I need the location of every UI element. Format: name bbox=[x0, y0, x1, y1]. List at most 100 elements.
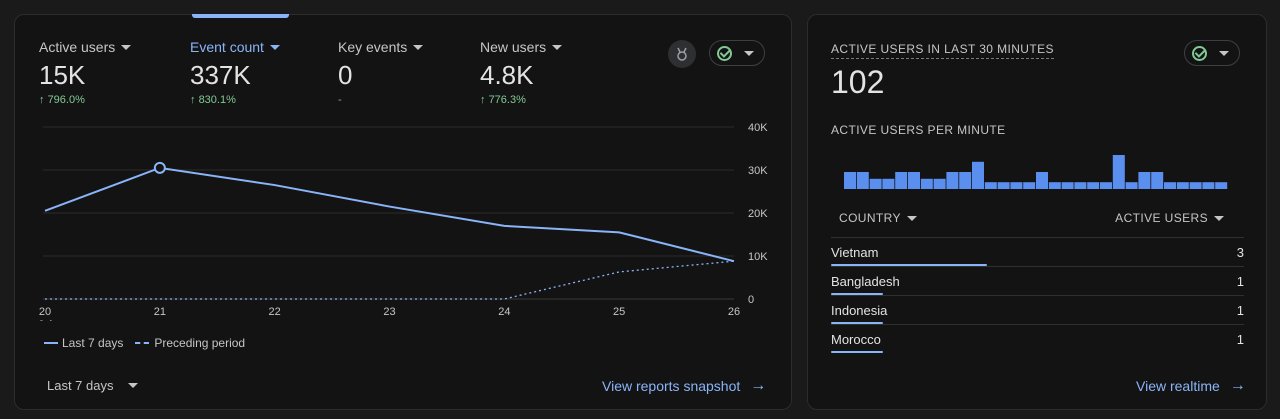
minute-bar bbox=[933, 178, 946, 189]
minute-bar bbox=[869, 178, 882, 189]
data-quality-dropdown[interactable] bbox=[709, 40, 765, 66]
share-bar bbox=[831, 293, 883, 295]
link-label: View reports snapshot bbox=[602, 378, 741, 394]
minute-bar bbox=[1176, 182, 1189, 189]
date-range-dropdown[interactable]: Last 7 days bbox=[47, 378, 138, 393]
x-tick-label: 24 bbox=[498, 306, 510, 318]
per-minute-bar-chart bbox=[844, 155, 1228, 189]
series-last-7-days bbox=[44, 166, 735, 263]
minute-bar bbox=[997, 182, 1010, 189]
x-tick-label: 22 bbox=[269, 306, 281, 318]
metric-delta: - bbox=[338, 94, 342, 106]
x-tick-label: 20 bbox=[39, 306, 51, 318]
per-minute-title: ACTIVE USERS PER MINUTE bbox=[831, 123, 1006, 137]
metric-delta: ↑ 796.0% bbox=[39, 94, 85, 106]
minute-bar bbox=[844, 172, 856, 189]
minute-bar bbox=[908, 172, 920, 189]
check-circle-icon bbox=[717, 45, 732, 61]
minute-bar bbox=[1010, 182, 1023, 189]
y-tick-label: 0 bbox=[748, 294, 754, 306]
metric-label: Event count bbox=[190, 39, 280, 55]
realtime-value: 102 bbox=[831, 64, 885, 100]
caret-down-icon bbox=[744, 50, 754, 56]
minute-bar bbox=[1125, 182, 1138, 189]
metric-active-users[interactable]: Active users 15K ↑ 796.0% bbox=[39, 39, 132, 106]
arrow-up-icon: ↑ bbox=[39, 94, 45, 106]
minute-bar bbox=[1061, 182, 1074, 189]
country-users: 3 bbox=[1236, 245, 1244, 260]
view-reports-snapshot-link[interactable]: View reports snapshot → bbox=[602, 377, 766, 395]
metric-event-count[interactable]: Event count 337K ↑ 830.1% bbox=[190, 39, 280, 106]
country-name: Morocco bbox=[831, 332, 881, 347]
overview-card: Active users 15K ↑ 796.0% Event count 33… bbox=[14, 14, 792, 410]
minute-bar bbox=[1215, 182, 1228, 189]
country-users: 1 bbox=[1236, 303, 1244, 318]
minute-bar bbox=[1100, 182, 1112, 189]
link-label: View realtime bbox=[1136, 378, 1220, 394]
y-tick-label: 20K bbox=[748, 208, 768, 220]
metric-key-events[interactable]: Key events 0 - bbox=[338, 39, 424, 106]
minute-bar bbox=[1048, 182, 1061, 189]
country-users: 1 bbox=[1236, 274, 1244, 289]
minute-bar bbox=[1164, 182, 1176, 189]
x-tick-label: 25 bbox=[613, 306, 625, 318]
metric-label: Key events bbox=[338, 39, 424, 55]
metric-delta: ↑ 776.3% bbox=[480, 94, 526, 106]
line-chart: 40K 30K 20K 10K 0 20 21 22 23 24 25 26 Jul bbox=[38, 122, 768, 321]
caret-down-icon bbox=[127, 383, 138, 388]
table-row[interactable]: Indonesia 1 bbox=[831, 295, 1244, 324]
series-preceding-period bbox=[45, 260, 735, 300]
header-label: COUNTRY bbox=[839, 211, 901, 225]
country-column-header[interactable]: COUNTRY bbox=[839, 211, 917, 225]
share-bar bbox=[831, 351, 883, 353]
metric-label: Active users bbox=[39, 39, 132, 55]
share-bar bbox=[831, 264, 987, 266]
minute-bar bbox=[1036, 172, 1048, 189]
realtime-title: ACTIVE USERS IN LAST 30 MINUTES bbox=[831, 42, 1054, 59]
y-tick-label: 40K bbox=[748, 122, 768, 134]
metric-label: New users bbox=[480, 39, 563, 55]
country-users: 1 bbox=[1236, 332, 1244, 347]
y-tick-label: 30K bbox=[748, 165, 768, 177]
minute-bar bbox=[1202, 182, 1215, 189]
caret-down-icon bbox=[552, 44, 563, 50]
minute-bar bbox=[856, 172, 869, 189]
table-row[interactable]: Morocco 1 bbox=[831, 324, 1244, 353]
legend-line-swatch bbox=[44, 342, 58, 344]
metric-value: 4.8K bbox=[480, 60, 534, 90]
chart-legend: Last 7 days Preceding period bbox=[44, 336, 245, 350]
legend-current: Last 7 days bbox=[62, 336, 124, 350]
table-row[interactable]: Bangladesh 1 bbox=[831, 266, 1244, 295]
minute-bar bbox=[882, 178, 895, 189]
legend-previous: Preceding period bbox=[154, 336, 246, 350]
highlight-point[interactable] bbox=[153, 161, 166, 174]
metric-delta: ↑ 830.1% bbox=[190, 94, 236, 106]
caret-down-icon bbox=[1214, 215, 1224, 221]
x-tick-label: 23 bbox=[383, 306, 395, 318]
minute-bar bbox=[920, 178, 933, 189]
table-row[interactable]: Vietnam 3 bbox=[831, 237, 1244, 266]
arrow-right-icon: → bbox=[750, 377, 767, 394]
minute-bar bbox=[1112, 155, 1125, 189]
caret-down-icon bbox=[413, 44, 424, 50]
caret-down-icon bbox=[269, 44, 280, 50]
x-tick-label: 21 bbox=[154, 306, 166, 318]
realtime-card: ACTIVE USERS IN LAST 30 MINUTES 102 ACTI… bbox=[807, 14, 1267, 410]
date-range-label: Last 7 days bbox=[47, 378, 114, 393]
view-realtime-link[interactable]: View realtime → bbox=[1136, 377, 1246, 395]
caret-down-icon bbox=[1219, 50, 1229, 56]
metric-new-users[interactable]: New users 4.8K ↑ 776.3% bbox=[480, 39, 563, 106]
x-month-label: Jul bbox=[38, 319, 52, 321]
arrow-up-icon: ↑ bbox=[480, 94, 486, 106]
country-name: Bangladesh bbox=[831, 274, 900, 289]
active-users-column-header[interactable]: ACTIVE USERS bbox=[1115, 211, 1224, 225]
caret-down-icon bbox=[906, 215, 917, 221]
arrow-right-icon: → bbox=[1229, 377, 1246, 394]
country-name: Indonesia bbox=[831, 303, 888, 318]
insights-button[interactable] bbox=[668, 40, 696, 68]
minute-bar bbox=[1023, 182, 1036, 189]
check-circle-icon bbox=[1192, 45, 1207, 61]
minute-bar bbox=[959, 172, 972, 189]
metric-value: 0 bbox=[338, 60, 353, 90]
realtime-data-quality-dropdown[interactable] bbox=[1184, 40, 1240, 66]
